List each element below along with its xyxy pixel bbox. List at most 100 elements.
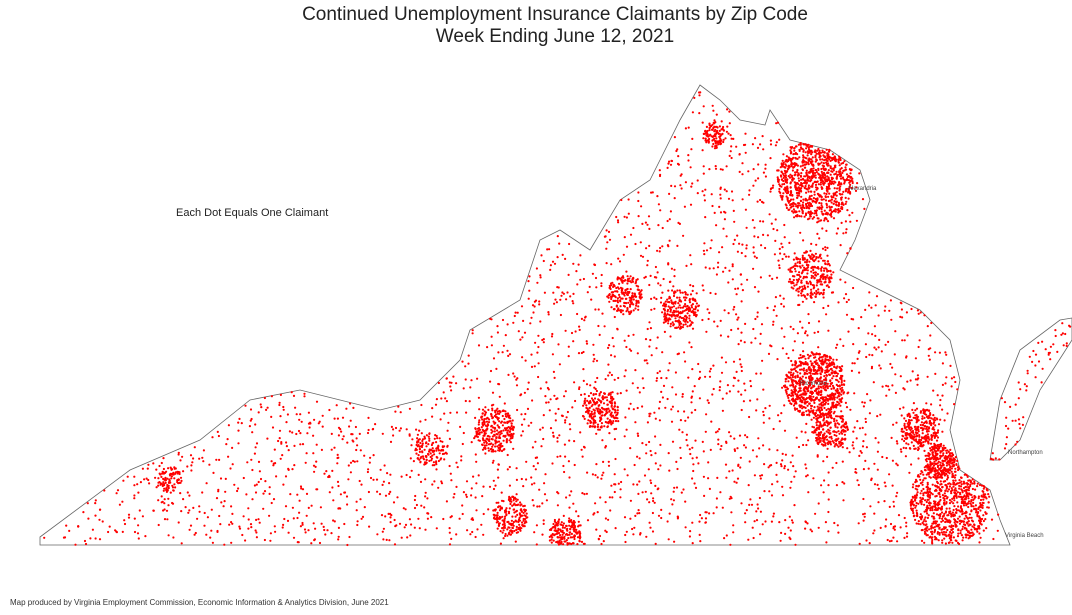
dot bbox=[1009, 405, 1012, 408]
dot bbox=[671, 440, 675, 443]
dot bbox=[805, 443, 808, 447]
dot bbox=[830, 437, 833, 440]
dot bbox=[304, 531, 307, 534]
dot bbox=[946, 412, 949, 415]
dot bbox=[831, 377, 834, 380]
dot bbox=[792, 328, 795, 331]
dot bbox=[1026, 372, 1029, 375]
dot bbox=[336, 480, 340, 483]
dot bbox=[808, 159, 811, 162]
dot bbox=[216, 430, 219, 433]
dot bbox=[634, 514, 637, 518]
dot bbox=[1025, 389, 1028, 392]
dot bbox=[782, 153, 785, 156]
dot bbox=[673, 136, 677, 139]
dot bbox=[482, 485, 485, 488]
dot bbox=[781, 196, 784, 199]
dot bbox=[623, 375, 626, 378]
dot bbox=[556, 436, 559, 439]
dot bbox=[827, 364, 831, 367]
dot bbox=[348, 425, 351, 428]
dot bbox=[846, 252, 849, 255]
dot bbox=[831, 369, 834, 372]
dot bbox=[909, 429, 912, 432]
dot bbox=[793, 210, 796, 213]
dot bbox=[841, 386, 844, 389]
dot bbox=[859, 450, 862, 453]
dot bbox=[162, 457, 165, 460]
dot bbox=[728, 470, 731, 473]
dot bbox=[182, 470, 185, 473]
dot bbox=[891, 459, 895, 462]
dot bbox=[585, 342, 589, 345]
dot bbox=[298, 511, 301, 514]
dot bbox=[567, 345, 570, 348]
dot bbox=[815, 397, 818, 400]
dot bbox=[959, 529, 962, 532]
dot bbox=[263, 490, 267, 493]
dot bbox=[764, 175, 768, 178]
dot bbox=[977, 495, 981, 498]
dot bbox=[782, 297, 785, 300]
dot bbox=[669, 280, 672, 283]
dot bbox=[830, 416, 833, 419]
dot bbox=[928, 496, 932, 499]
dot bbox=[807, 179, 810, 182]
dot bbox=[652, 497, 655, 500]
dot bbox=[795, 289, 798, 292]
dot bbox=[889, 362, 892, 366]
dot bbox=[795, 283, 798, 286]
dot bbox=[895, 440, 899, 443]
dot bbox=[787, 356, 790, 360]
dot bbox=[815, 424, 818, 427]
dot bbox=[798, 387, 802, 390]
dot bbox=[666, 166, 669, 169]
dot bbox=[628, 348, 631, 351]
dot bbox=[824, 246, 827, 249]
dot bbox=[332, 519, 335, 522]
dot bbox=[696, 179, 699, 182]
dot bbox=[812, 409, 815, 412]
dot bbox=[471, 530, 474, 534]
dot bbox=[826, 212, 830, 215]
dot bbox=[801, 288, 804, 291]
dot bbox=[889, 522, 893, 526]
dot bbox=[798, 179, 801, 182]
dot bbox=[394, 525, 397, 528]
dot bbox=[1017, 397, 1020, 400]
dot bbox=[876, 483, 879, 486]
dot bbox=[834, 197, 837, 200]
dot bbox=[856, 182, 859, 185]
dot bbox=[655, 377, 659, 380]
dot bbox=[840, 182, 843, 185]
dot bbox=[336, 462, 339, 465]
dot bbox=[498, 383, 501, 386]
dot bbox=[624, 533, 627, 537]
dot bbox=[744, 151, 747, 154]
dot bbox=[530, 353, 533, 356]
dot bbox=[222, 505, 225, 508]
dot bbox=[287, 449, 290, 452]
dot bbox=[824, 382, 828, 385]
dot bbox=[520, 423, 524, 426]
dot bbox=[781, 347, 785, 350]
dot bbox=[800, 172, 803, 175]
dot bbox=[785, 390, 788, 393]
dot bbox=[398, 429, 401, 432]
dot bbox=[567, 273, 570, 276]
dot bbox=[781, 198, 784, 201]
dot bbox=[684, 500, 687, 503]
dot bbox=[794, 398, 798, 401]
dot bbox=[624, 416, 627, 419]
dot bbox=[790, 165, 793, 168]
dot bbox=[738, 170, 741, 173]
dot bbox=[536, 351, 539, 354]
dot bbox=[721, 168, 724, 171]
dot bbox=[278, 429, 282, 432]
dot bbox=[450, 381, 453, 384]
dot bbox=[805, 161, 808, 164]
dot bbox=[797, 279, 800, 282]
dot bbox=[969, 502, 972, 505]
dot bbox=[840, 205, 843, 208]
dot bbox=[108, 525, 111, 528]
